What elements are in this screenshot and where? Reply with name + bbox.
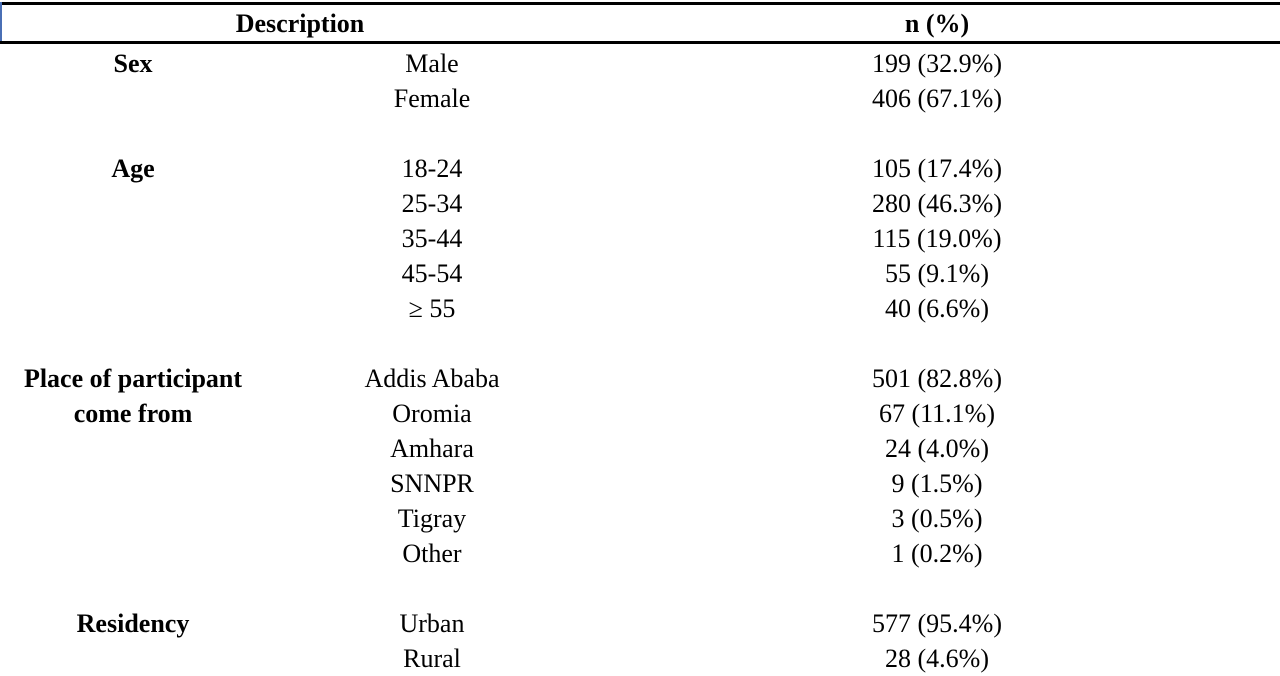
count-percent: 577 (95.4%) [872, 608, 1002, 638]
category: Tigray [397, 503, 467, 533]
group-label: Residency [76, 608, 190, 638]
left-edge [0, 2, 2, 44]
category: Urban [399, 608, 465, 638]
count-percent: 115 (19.0%) [872, 223, 1002, 253]
category: ≥ 55 [408, 293, 456, 323]
count-percent: 55 (9.1%) [885, 258, 989, 288]
group-label: Sex [113, 48, 153, 78]
category: Addis Ababa [364, 363, 500, 393]
count-percent: 280 (46.3%) [872, 188, 1002, 218]
category: Male [405, 48, 459, 78]
category: 18-24 [401, 153, 463, 183]
category: 25-34 [401, 188, 463, 218]
count-percent: 28 (4.6%) [885, 643, 989, 673]
count-percent: 1 (0.2%) [891, 538, 983, 568]
count-percent: 67 (11.1%) [878, 398, 995, 428]
top-rule [0, 2, 1280, 5]
category: Female [393, 83, 471, 113]
count-percent: 24 (4.0%) [885, 433, 989, 463]
count-percent: 105 (17.4%) [872, 153, 1002, 183]
category: SNNPR [390, 468, 474, 498]
category: Rural [403, 643, 461, 673]
count-percent: 3 (0.5%) [891, 503, 983, 533]
category: Oromia [392, 398, 472, 428]
count-percent: 199 (32.9%) [872, 48, 1002, 78]
count-percent: 406 (67.1%) [872, 83, 1002, 113]
category: 35-44 [401, 223, 463, 253]
header-n-percent: n (%) [904, 9, 970, 38]
category: 45-54 [401, 258, 463, 288]
group-label: Age [111, 153, 155, 183]
header-rule [0, 41, 1280, 44]
count-percent: 501 (82.8%) [872, 363, 1002, 393]
group-label: Place of participant come from [23, 363, 243, 428]
category: Other [402, 538, 462, 568]
count-percent: 40 (6.6%) [885, 293, 989, 323]
count-percent: 9 (1.5%) [891, 468, 983, 498]
header-description: Description [235, 9, 365, 38]
category: Amhara [390, 433, 474, 463]
